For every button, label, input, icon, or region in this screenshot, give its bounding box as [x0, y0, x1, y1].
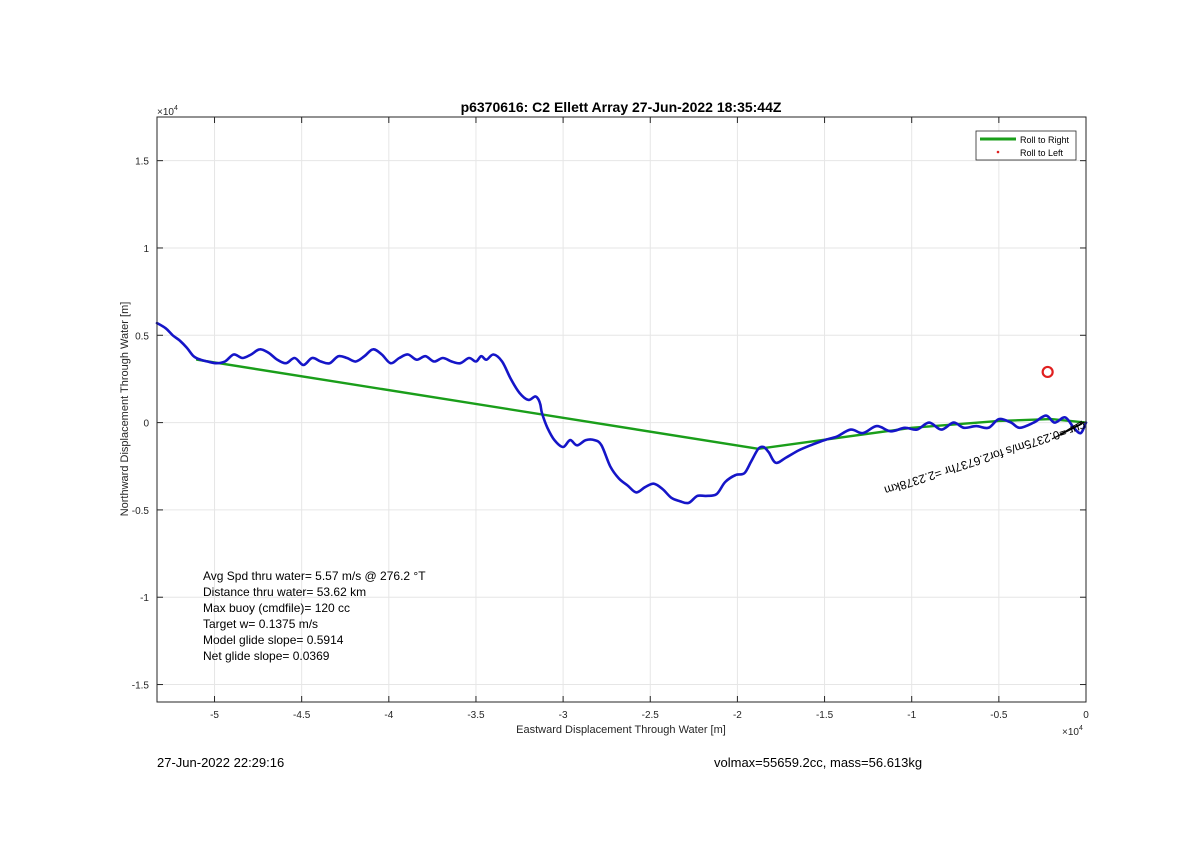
annotation-target-w: Target w= 0.1375 m/s: [203, 617, 318, 631]
roll-left-marker: [1041, 365, 1054, 379]
annotation-max-buoy: Max buoy (cmdfile)= 120 cc: [203, 601, 350, 615]
x-tick-label: -4.5: [293, 710, 311, 721]
y-exponent-label: ×104: [157, 105, 178, 118]
roll-right-line: [195, 358, 1088, 450]
glider-track-line: [155, 321, 1088, 505]
y-tick-label: -1: [140, 593, 149, 604]
x-tick-label: -3: [559, 710, 568, 721]
ticks: -5 -4.5 -4 -3.5 -3 -2.5 -2 -1.5 -1 -0.5 0 -1.5 -1 -0.…: [132, 117, 1089, 721]
annotation-net-glide: Net glide slope= 0.0369: [203, 649, 330, 663]
x-tick-label: 0: [1083, 710, 1089, 721]
x-tick-label: -1: [907, 710, 916, 721]
y-tick-label: 1.5: [135, 157, 149, 168]
y-tick-label: 1: [143, 244, 149, 255]
y-axis-label: Northward Displacement Through Water [m]: [119, 302, 131, 517]
stats-annotations: Avg Spd thru water= 5.57 m/s @ 276.2 °T …: [203, 569, 426, 663]
x-exponent-label: ×104: [1062, 725, 1083, 738]
x-tick-label: -0.5: [990, 710, 1008, 721]
legend: Roll to Right Roll to Left: [975, 130, 1077, 161]
annotation-distance: Distance thru water= 53.62 km: [203, 585, 366, 599]
current-arrows: [1051, 420, 1085, 440]
x-tick-label: -1.5: [816, 710, 834, 721]
y-tick-label: 0.5: [135, 331, 149, 342]
footer-vol-mass: volmax=55659.2cc, mass=56.613kg: [714, 755, 923, 770]
annotation-model-glide: Model glide slope= 0.5914: [203, 633, 344, 647]
annotation-avg-speed: Avg Spd thru water= 5.57 m/s @ 276.2 °T: [203, 569, 426, 583]
legend-box: [975, 130, 1077, 161]
x-tick-label: -2.5: [642, 710, 660, 721]
y-tick-label: -1.5: [132, 681, 150, 692]
x-tick-label: -3.5: [467, 710, 485, 721]
chart-title: p6370616: C2 Ellett Array 27-Jun-2022 18…: [461, 99, 782, 115]
legend-swatch-roll-left: [996, 150, 1000, 154]
y-tick-label: -0.5: [132, 506, 150, 517]
x-axis-label: Eastward Displacement Through Water [m]: [516, 724, 726, 736]
y-tick-label: 0: [143, 419, 149, 430]
legend-label-roll-right: Roll to Right: [1020, 135, 1070, 145]
x-tick-label: -2: [733, 710, 742, 721]
plot-lines: [155, 321, 1088, 505]
x-tick-label: -5: [210, 710, 219, 721]
legend-label-roll-left: Roll to Left: [1020, 148, 1064, 158]
plot-area: [157, 117, 1086, 702]
x-tick-label: -4: [384, 710, 393, 721]
axes-box: [156, 116, 1087, 703]
footer-timestamp: 27-Jun-2022 22:29:16: [157, 755, 285, 770]
